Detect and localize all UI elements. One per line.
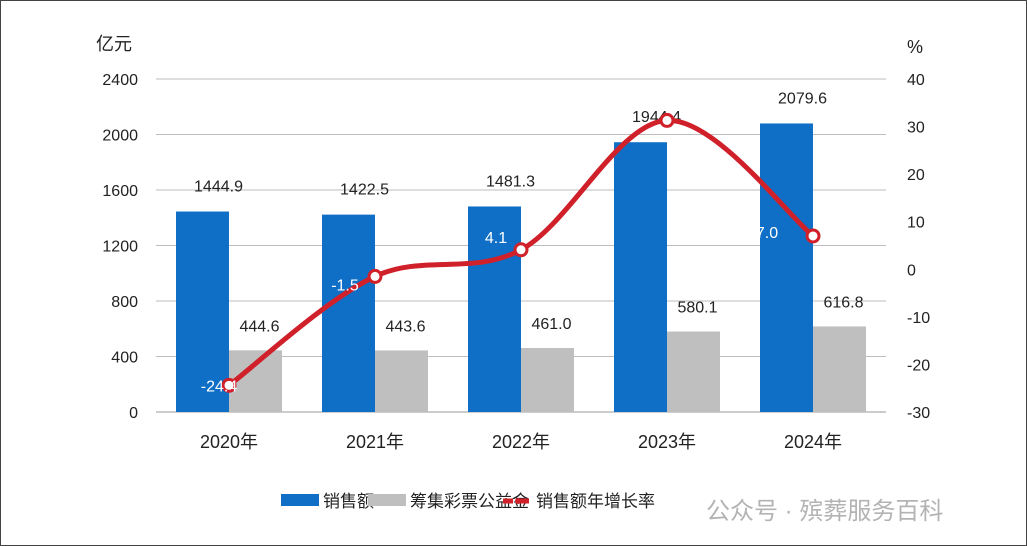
bar-sales (176, 211, 229, 412)
sales-data-label: 1481.3 (486, 173, 535, 190)
right-tick-label: 40 (907, 72, 925, 89)
sales-data-label: 1444.9 (194, 179, 243, 196)
category-label: 2021年 (346, 432, 404, 452)
bar-welfare-fund (667, 331, 720, 412)
growth-rate-point (805, 228, 821, 244)
legend-label-growth: 销售额年增长率 (536, 492, 655, 511)
left-tick-label: 2400 (102, 72, 138, 89)
left-axis-label: 亿元 (96, 34, 132, 54)
welfare-data-label: 461.0 (531, 316, 571, 333)
growth-rate-label: -1.5 (331, 277, 359, 294)
left-tick-label: 2000 (102, 128, 138, 145)
legend-label-welfare: 筹集彩票公益金 (410, 492, 529, 511)
legend-swatch-welfare (368, 494, 406, 506)
growth-rate-point (513, 242, 529, 258)
growth-rate-label: 31.3 (619, 93, 650, 110)
right-tick-label: -30 (907, 405, 930, 422)
left-tick-label: 1200 (102, 239, 138, 256)
bar-sales (614, 142, 667, 413)
growth-rate-label: 7.0 (756, 225, 778, 242)
sales-data-label: 1422.5 (340, 182, 389, 199)
right-tick-label: 0 (907, 262, 916, 279)
category-label: 2023年 (638, 432, 696, 452)
growth-rate-point (367, 268, 383, 284)
right-axis-label: % (907, 37, 923, 57)
watermark: 公众号 · 殡葬服务百科 (706, 498, 944, 525)
bar-sales (322, 214, 375, 412)
category-label: 2024年 (784, 432, 842, 452)
right-tick-label: -20 (907, 357, 930, 374)
legend-label-sales: 销售额 (323, 492, 374, 511)
left-tick-label: 400 (111, 350, 138, 367)
right-tick-label: 20 (907, 167, 925, 184)
sales-data-label: 2079.6 (778, 90, 827, 107)
growth-rate-point (221, 377, 237, 393)
right-tick-label: 10 (907, 215, 925, 232)
category-label: 2022年 (492, 432, 550, 452)
right-tick-label: 30 (907, 120, 925, 137)
legend-marker-growth (515, 498, 521, 504)
welfare-data-label: 616.8 (823, 294, 863, 311)
bar-welfare-fund (813, 326, 866, 412)
welfare-data-label: 580.1 (677, 300, 717, 317)
legend-swatch-sales (281, 494, 319, 506)
right-tick-label: -10 (907, 310, 930, 327)
left-tick-label: 1600 (102, 183, 138, 200)
bar-welfare-fund (375, 350, 428, 412)
bar-welfare-fund (521, 348, 574, 412)
growth-rate-point (659, 112, 675, 128)
welfare-data-label: 443.6 (385, 318, 425, 335)
growth-rate-label: -24.4 (201, 378, 238, 395)
welfare-data-label: 444.6 (239, 318, 279, 335)
bar-sales (760, 123, 813, 412)
category-label: 2020年 (200, 432, 258, 452)
bar-sales (468, 206, 521, 412)
left-tick-label: 800 (111, 294, 138, 311)
growth-rate-label: 4.1 (485, 230, 507, 247)
left-tick-label: 0 (129, 405, 138, 422)
